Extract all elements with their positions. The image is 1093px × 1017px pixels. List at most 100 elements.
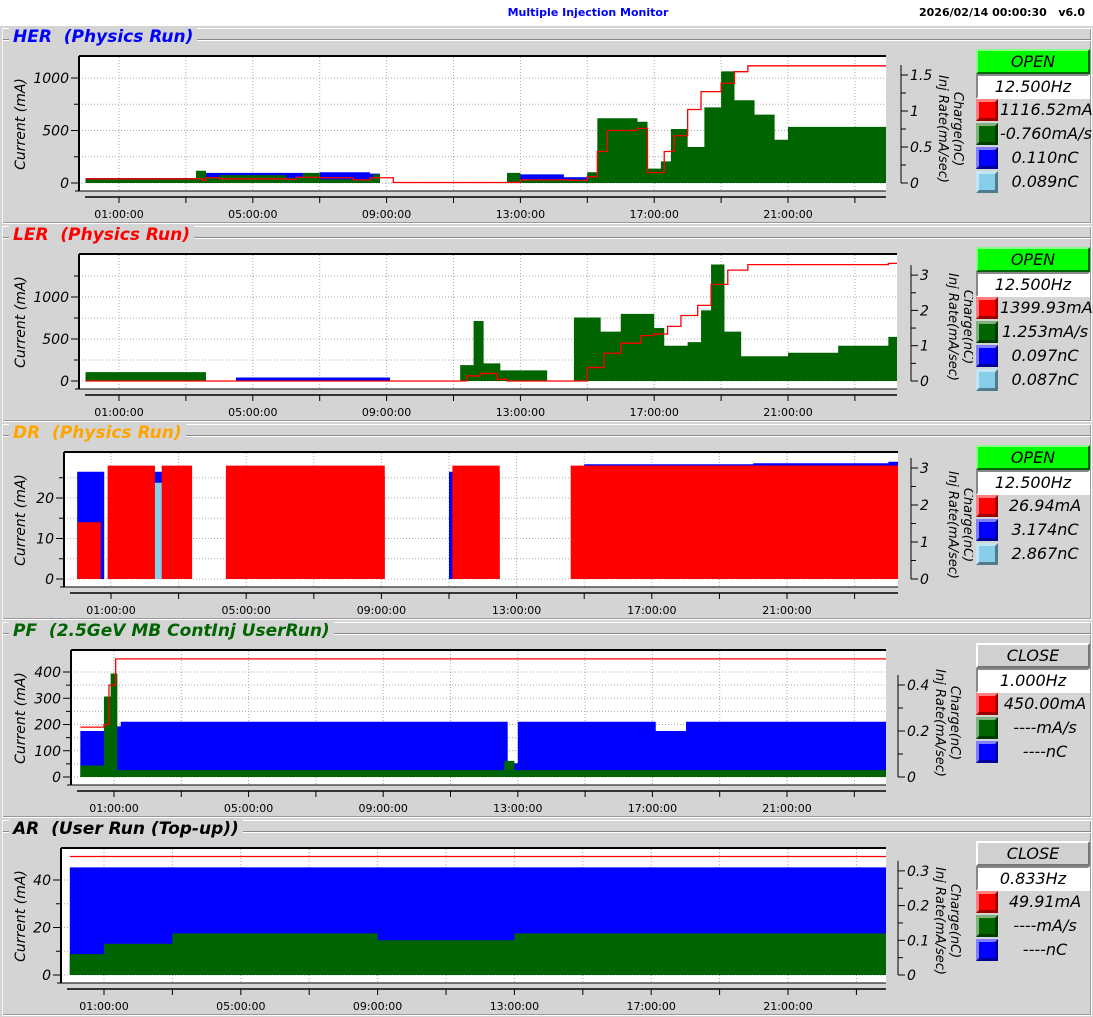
legend-swatch: [976, 891, 998, 913]
ar-title: AR (User Run (Top-up)): [9, 819, 243, 839]
legend-swatch: [976, 519, 998, 541]
time-tick-label: 09:00:00: [362, 406, 411, 419]
legend-row: 0.089nC: [976, 171, 1090, 193]
ler-panel: LER (Physics Run) OPEN 12.500Hz 1399.93mA 1.…: [2, 225, 1093, 422]
beam-gate-status-button[interactable]: CLOSE: [976, 841, 1090, 866]
legend-row: 1116.52mA: [976, 99, 1093, 121]
ring-name: AR: [13, 819, 40, 839]
beam-gate-status-button[interactable]: OPEN: [976, 49, 1090, 74]
series-current: [80, 658, 886, 728]
time-tick-label: 09:00:00: [353, 1000, 402, 1013]
legend-swatch: [976, 717, 998, 739]
left-tick-label: 500: [42, 332, 69, 348]
left-tick-label: 40: [33, 873, 51, 889]
legend-value: 0.110nC: [1011, 148, 1079, 167]
left-tick-label: 1000: [33, 71, 69, 87]
legend-swatch: [976, 99, 998, 121]
ring-name: DR: [13, 423, 41, 443]
time-tick-label: 17:00:00: [629, 208, 678, 221]
legend-value: ----nC: [1022, 940, 1068, 959]
right-tick-label: 2: [920, 498, 929, 514]
pf-panel: PF (2.5GeV MB ContInj UserRun) CLOSE 1.000…: [2, 621, 1092, 818]
right-tick-label: 0: [910, 176, 919, 192]
time-tick-label: 13:00:00: [490, 1000, 539, 1013]
left-tick-label: 20: [36, 491, 54, 507]
ring-name: HER: [13, 27, 52, 47]
right-tick-label: 3: [920, 268, 929, 284]
right-tick-label: 3: [920, 461, 929, 477]
time-tick-label: 21:00:00: [762, 802, 811, 815]
legend-row: 1.253mA/s: [976, 321, 1090, 343]
injection-frequency: 12.500Hz: [976, 272, 1090, 297]
legend-value: 1.253mA/s: [1001, 322, 1089, 341]
right-tick-label: 0: [920, 572, 929, 588]
ring-name: LER: [13, 225, 49, 245]
legend-value: 3.174nC: [1011, 520, 1079, 539]
injection-frequency: 0.833Hz: [976, 866, 1090, 891]
time-tick-label: 09:00:00: [357, 604, 406, 617]
series-current: [77, 465, 898, 579]
series-inj_rate: [85, 264, 897, 381]
time-tick-label: 01:00:00: [86, 604, 135, 617]
legend-value: 450.00mA: [1003, 694, 1087, 713]
legend-row: 2.867nC: [976, 543, 1090, 565]
time-tick-label: 21:00:00: [763, 1000, 812, 1013]
right-tick-label: 0.2: [907, 899, 929, 915]
legend-swatch: [976, 345, 998, 367]
legend-swatch: [976, 147, 998, 169]
dr-chart: 0 10 20 Current (mA) 0 1 2 3 Charge(nC)Inj Rate(…: [13, 451, 973, 617]
legend-value: 2.867nC: [1011, 544, 1079, 563]
timestamp-version: 2026/02/14 00:00:30 v6.0: [919, 6, 1085, 19]
injection-frequency: 12.500Hz: [976, 74, 1090, 99]
legend-row: ----nC: [976, 939, 1090, 961]
left-tick-label: 500: [42, 124, 69, 140]
run-mode: (Physics Run): [63, 27, 194, 47]
legend-row: 0.097nC: [976, 345, 1090, 367]
time-tick-label: 05:00:00: [224, 802, 273, 815]
beam-gate-status-button[interactable]: OPEN: [976, 247, 1090, 272]
right-tick-label: 0.4: [907, 678, 929, 694]
series-current: [85, 65, 886, 184]
legend-value: 49.91mA: [1008, 892, 1082, 911]
beam-gate-status-button[interactable]: CLOSE: [976, 643, 1090, 668]
time-tick-label: 13:00:00: [492, 604, 541, 617]
series-inj_rate: [85, 71, 886, 183]
legend-swatch: [976, 939, 998, 961]
panel-divider: [3, 39, 1091, 41]
legend-swatch: [976, 543, 998, 565]
y-axis-label-left: Current (mA): [13, 474, 29, 566]
left-tick-label: 200: [34, 718, 61, 734]
legend-swatch: [976, 369, 998, 391]
right-tick-label: 0.2: [907, 724, 929, 740]
beam-gate-status-button[interactable]: OPEN: [976, 445, 1090, 470]
y-axis-label-inj-rate: Inj Rate(mA/sec): [945, 471, 960, 579]
legend-swatch: [976, 741, 998, 763]
legend-value: 0.089nC: [1011, 172, 1079, 191]
time-tick-label: 21:00:00: [762, 604, 811, 617]
time-tick-label: 09:00:00: [358, 802, 407, 815]
right-tick-label: 1.5: [910, 68, 932, 84]
run-mode: (User Run (Top-up)): [51, 819, 239, 839]
time-tick-label: 17:00:00: [626, 1000, 675, 1013]
legend-swatch: [976, 915, 998, 937]
left-tick-label: 0: [52, 770, 61, 786]
time-tick-label: 21:00:00: [763, 406, 812, 419]
legend-swatch: [976, 123, 998, 145]
time-tick-label: 01:00:00: [79, 1000, 128, 1013]
ar-panel: AR (User Run (Top-up)) CLOSE 0.833Hz 49.91m…: [2, 819, 1092, 1016]
right-tick-label: 0.5: [910, 140, 932, 156]
legend-row: 0.087nC: [976, 369, 1090, 391]
left-tick-label: 10: [36, 532, 54, 548]
y-axis-label-left: Current (mA): [13, 276, 29, 368]
dr-panel: DR (Physics Run) OPEN 12.500Hz 26.94mA 3.174…: [2, 423, 1092, 620]
left-tick-label: 100: [34, 744, 61, 760]
y-axis-label-left: Current (mA): [13, 672, 29, 764]
y-axis-label-charge: Charge(nC): [960, 290, 973, 364]
legend-value: ----mA/s: [1013, 718, 1077, 737]
header-bar: Multiple Injection Monitor 2026/02/14 00…: [0, 0, 1093, 26]
right-tick-label: 1: [920, 535, 929, 551]
legend-value: 0.087nC: [1011, 370, 1079, 389]
pf-title: PF (2.5GeV MB ContInj UserRun): [9, 621, 334, 641]
y-axis-label-inj-rate: Inj Rate(mA/sec): [945, 273, 960, 381]
